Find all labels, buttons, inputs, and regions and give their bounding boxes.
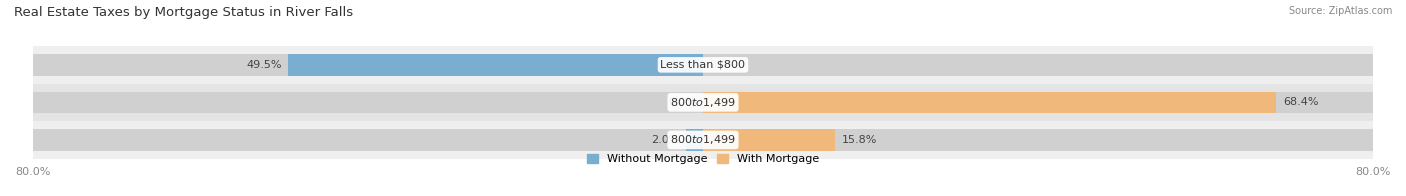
Text: Source: ZipAtlas.com: Source: ZipAtlas.com [1288, 6, 1392, 16]
Bar [32, 92, 1374, 113]
Bar [703, 129, 835, 151]
Text: $800 to $1,499: $800 to $1,499 [671, 133, 735, 146]
Text: $800 to $1,499: $800 to $1,499 [671, 96, 735, 109]
Text: 0.0%: 0.0% [668, 97, 696, 107]
Bar [32, 84, 1374, 121]
Bar [288, 54, 703, 76]
Bar [32, 129, 1374, 151]
Text: 68.4%: 68.4% [1282, 97, 1319, 107]
Text: 15.8%: 15.8% [842, 135, 877, 145]
Text: 49.5%: 49.5% [246, 60, 281, 70]
Bar [686, 129, 703, 151]
Bar [32, 46, 1374, 84]
Text: Real Estate Taxes by Mortgage Status in River Falls: Real Estate Taxes by Mortgage Status in … [14, 6, 353, 19]
Text: 2.0%: 2.0% [651, 135, 679, 145]
Bar [32, 54, 1374, 76]
Bar [32, 121, 1374, 159]
Text: 0.0%: 0.0% [710, 60, 738, 70]
Legend: Without Mortgage, With Mortgage: Without Mortgage, With Mortgage [582, 150, 824, 169]
Bar [703, 92, 1277, 113]
Text: Less than $800: Less than $800 [661, 60, 745, 70]
